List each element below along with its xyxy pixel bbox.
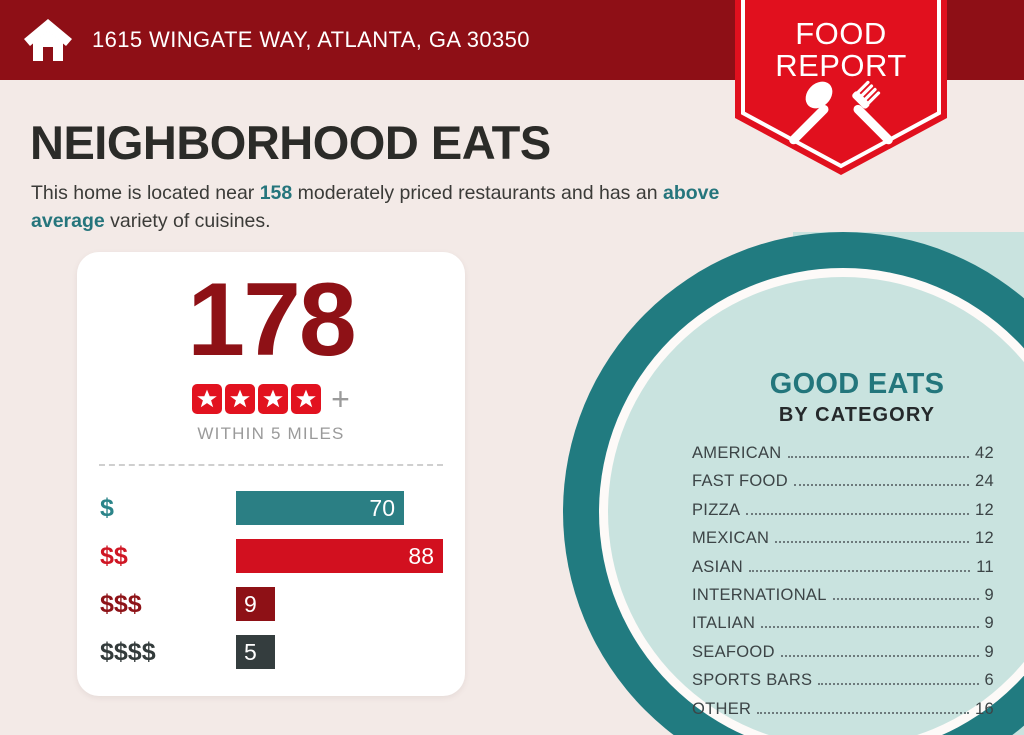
category-name: AMERICAN bbox=[692, 444, 782, 462]
page-title: NEIGHBORHOOD EATS bbox=[30, 116, 551, 169]
bar-value: 5 bbox=[244, 638, 257, 665]
bar-track: 70 bbox=[236, 491, 404, 525]
subtitle-variety-highlight: above average bbox=[31, 182, 720, 232]
list-item: ITALIAN 9 bbox=[692, 614, 994, 642]
list-item: ASIAN 11 bbox=[692, 558, 994, 586]
price-tier-bar-chart: $ 70 $$ 88 $$$ 9 bbox=[77, 484, 465, 676]
spoon-fork-icon bbox=[789, 80, 893, 145]
plus-icon: + bbox=[331, 381, 350, 417]
dot-leader bbox=[749, 569, 971, 572]
category-name: OTHER bbox=[692, 699, 752, 718]
subtitle-text-3: variety of cuisines. bbox=[104, 209, 271, 232]
list-item: AMERICAN 42 bbox=[692, 444, 994, 472]
star-icon bbox=[192, 384, 223, 414]
bar-value: 88 bbox=[408, 542, 434, 569]
bar-label: $$$$ bbox=[100, 637, 156, 666]
dot-leader bbox=[787, 456, 970, 458]
list-item: SEAFOOD 9 bbox=[692, 643, 994, 671]
good-eats-subtitle: BY CATEGORY bbox=[778, 404, 936, 426]
bar-row: $$ 88 bbox=[77, 532, 465, 580]
dot-leader bbox=[775, 541, 970, 544]
list-item: FAST FOOD 24 bbox=[692, 472, 994, 500]
badge-shape bbox=[735, 0, 947, 175]
bar-value: 9 bbox=[244, 590, 257, 617]
home-icon bbox=[24, 19, 72, 61]
bar-fill: 70 bbox=[236, 491, 404, 525]
category-name: ASIAN bbox=[692, 557, 744, 576]
page-subtitle: This home is located near 158 moderately… bbox=[31, 180, 721, 235]
category-count: 24 bbox=[975, 472, 994, 491]
star-icon bbox=[225, 384, 256, 414]
bar-row: $ 70 bbox=[77, 484, 465, 532]
list-item: OTHER 16 bbox=[692, 700, 994, 728]
list-item: MEXICAN 12 bbox=[692, 529, 994, 557]
bar-fill: 5 bbox=[236, 635, 275, 669]
bar-label: $$ bbox=[100, 541, 128, 570]
star-icon bbox=[291, 384, 322, 414]
category-name: PIZZA bbox=[692, 500, 741, 519]
bar-label: $ bbox=[100, 493, 114, 522]
category-name: SPORTS BARS bbox=[692, 671, 813, 690]
category-count: 16 bbox=[975, 699, 994, 718]
list-item: SPORTS BARS 6 bbox=[692, 671, 994, 699]
dot-leader bbox=[746, 512, 970, 515]
dot-leader bbox=[832, 597, 979, 600]
subtitle-text-1: This home is located near bbox=[31, 182, 260, 204]
dot-leader bbox=[761, 626, 979, 629]
bar-label: $$$ bbox=[100, 589, 142, 618]
restaurant-count: 178 bbox=[187, 262, 357, 378]
radius-label: WITHIN 5 MILES bbox=[197, 424, 345, 443]
category-count: 9 bbox=[984, 614, 994, 633]
category-name: INTERNATIONAL bbox=[692, 585, 827, 604]
bar-track: 88 bbox=[236, 539, 443, 573]
star-icon bbox=[258, 384, 289, 414]
category-count: 9 bbox=[984, 642, 994, 661]
star-rating: + bbox=[77, 381, 465, 417]
property-address: 1615 WINGATE WAY, ATLANTA, GA 30350 bbox=[92, 27, 530, 52]
food-report-badge: FOOD REPORT bbox=[735, 0, 947, 175]
bar-value: 70 bbox=[369, 494, 395, 521]
dot-leader bbox=[780, 654, 979, 657]
category-list: AMERICAN 42 FAST FOOD 24 PIZZA 12 MEXICA… bbox=[692, 444, 994, 728]
bar-track: 9 bbox=[236, 587, 275, 621]
restaurant-count-card: 178 + WITHIN 5 MILES $ 70 bbox=[77, 252, 465, 696]
category-count: 6 bbox=[984, 671, 994, 690]
list-item: INTERNATIONAL 9 bbox=[692, 586, 994, 614]
bar-row: $$$ 9 bbox=[77, 580, 465, 628]
category-count: 42 bbox=[975, 444, 994, 462]
category-name: ITALIAN bbox=[692, 614, 756, 633]
good-eats-heading-block: GOOD EATS BY CATEGORY bbox=[690, 368, 1024, 427]
bar-row: $$$$ 5 bbox=[77, 628, 465, 676]
category-count: 11 bbox=[976, 557, 994, 576]
good-eats-title: GOOD EATS bbox=[769, 368, 945, 400]
subtitle-count-highlight: 158 bbox=[259, 182, 293, 204]
category-name: MEXICAN bbox=[692, 529, 770, 548]
dot-leader bbox=[793, 484, 970, 487]
bar-fill: 88 bbox=[236, 539, 443, 573]
category-count: 12 bbox=[975, 529, 994, 548]
card-divider bbox=[99, 464, 443, 466]
bar-track: 5 bbox=[236, 635, 275, 669]
category-name: SEAFOOD bbox=[692, 642, 775, 661]
category-count: 9 bbox=[984, 585, 994, 604]
category-count: 12 bbox=[975, 500, 994, 519]
subtitle-text-2: moderately priced restaurants and has an bbox=[292, 182, 663, 204]
category-name: FAST FOOD bbox=[692, 472, 788, 491]
dot-leader bbox=[818, 683, 979, 686]
dot-leader bbox=[757, 711, 970, 714]
list-item: PIZZA 12 bbox=[692, 501, 994, 529]
bar-fill: 9 bbox=[236, 587, 275, 621]
